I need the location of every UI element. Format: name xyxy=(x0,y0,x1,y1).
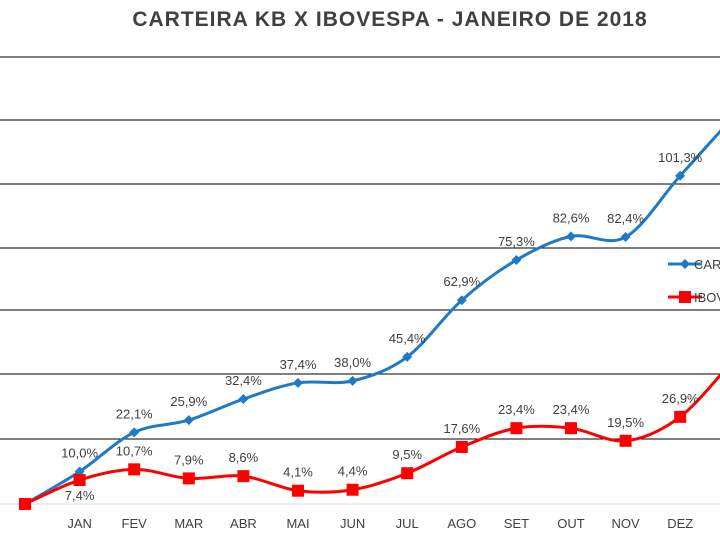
x-axis: JAN FEV MAR ABR MAI JUN JUL AGO SET OUT NOV DEZ xyxy=(67,516,693,531)
data-label-ibovespa-5: 4,1% xyxy=(283,465,313,480)
point-ibovespa-6 xyxy=(346,483,359,496)
x-tick-label-jan: JAN xyxy=(67,516,92,531)
x-tick-label-out: OUT xyxy=(557,516,585,531)
point-ibovespa-9 xyxy=(510,422,523,435)
point-ibovespa-11 xyxy=(619,434,632,447)
point-ibovespa-8 xyxy=(455,440,468,453)
x-tick-label-nov: NOV xyxy=(612,516,641,531)
x-tick-label-fev: FEV xyxy=(122,516,148,531)
data-labels: 10,0% 22,1% 25,9% 32,4% 37,4% 38,0% 45,4% 62,9%… xyxy=(61,150,703,503)
x-tick-label-jul: JUL xyxy=(396,516,419,531)
data-label-carteira-7: 45,4% xyxy=(389,331,426,346)
data-label-ibovespa-8: 17,6% xyxy=(443,421,480,436)
point-carteira-6 xyxy=(347,375,358,386)
point-carteira-4 xyxy=(238,394,249,405)
legend-label-0: CAR xyxy=(694,257,720,272)
data-label-ibovespa-4: 8,6% xyxy=(229,450,259,465)
point-ibovespa-3 xyxy=(182,472,195,485)
point-ibovespa-12 xyxy=(674,410,687,423)
x-tick-label-mar: MAR xyxy=(174,516,203,531)
x-tick-label-dez: DEZ xyxy=(667,516,693,531)
data-label-ibovespa-12: 26,9% xyxy=(662,391,699,406)
data-label-ibovespa-7: 9,5% xyxy=(392,447,422,462)
chart-title: CARTEIRA KB X IBOVESPA - JANEIRO DE 2018 xyxy=(132,8,648,31)
data-label-ibovespa-3: 7,9% xyxy=(174,452,204,467)
x-tick-label-mai: MAI xyxy=(286,516,309,531)
point-ibovespa-0 xyxy=(19,498,31,510)
legend-label-1: IBOV xyxy=(694,290,720,305)
data-label-carteira-9: 75,3% xyxy=(498,234,535,249)
x-tick-label-jun: JUN xyxy=(340,516,365,531)
point-ibovespa-5 xyxy=(292,484,304,497)
data-label-ibovespa-11: 19,5% xyxy=(607,415,644,430)
point-carteira-5 xyxy=(293,377,303,388)
data-label-carteira-6: 38,0% xyxy=(334,355,371,370)
point-ibovespa-10 xyxy=(565,422,577,435)
gridlines xyxy=(0,56,720,505)
data-label-ibovespa-10: 23,4% xyxy=(553,402,590,417)
data-label-carteira-10: 82,6% xyxy=(553,210,590,225)
data-label-ibovespa-2: 10,7% xyxy=(116,443,153,458)
data-label-carteira-3: 25,9% xyxy=(170,394,207,409)
point-carteira-2 xyxy=(129,427,140,438)
point-carteira-11 xyxy=(620,232,631,243)
point-carteira-7 xyxy=(402,351,413,362)
data-label-ibovespa-1: 7,4% xyxy=(65,488,95,503)
data-label-carteira-12: 101,3% xyxy=(658,150,703,165)
data-label-carteira-1: 10,0% xyxy=(61,446,98,461)
data-label-carteira-11: 82,4% xyxy=(607,211,644,226)
x-tick-label-set: SET xyxy=(504,516,529,531)
series-line-ibovespa xyxy=(24,373,720,506)
point-ibovespa-2 xyxy=(128,463,141,476)
point-carteira-10 xyxy=(566,231,576,242)
point-ibovespa-7 xyxy=(401,467,414,480)
data-label-carteira-8: 62,9% xyxy=(443,274,480,289)
point-ibovespa-1 xyxy=(73,474,86,487)
x-tick-label-ago: AGO xyxy=(447,516,476,531)
x-tick-label-abr: ABR xyxy=(230,516,257,531)
legend-marker-1 xyxy=(679,291,691,303)
data-label-carteira-2: 22,1% xyxy=(116,406,153,421)
data-label-carteira-4: 32,4% xyxy=(225,373,262,388)
data-label-carteira-5: 37,4% xyxy=(280,357,317,372)
data-label-ibovespa-6: 4,4% xyxy=(338,464,368,479)
legend: CAR IBOV xyxy=(668,257,720,305)
point-carteira-12 xyxy=(675,170,686,181)
point-carteira-8 xyxy=(456,295,467,306)
point-ibovespa-4 xyxy=(237,470,250,483)
point-carteira-3 xyxy=(183,415,194,426)
data-label-ibovespa-9: 23,4% xyxy=(498,402,535,417)
legend-marker-0 xyxy=(680,259,690,269)
point-carteira-9 xyxy=(511,255,522,266)
series-layer xyxy=(19,129,720,510)
